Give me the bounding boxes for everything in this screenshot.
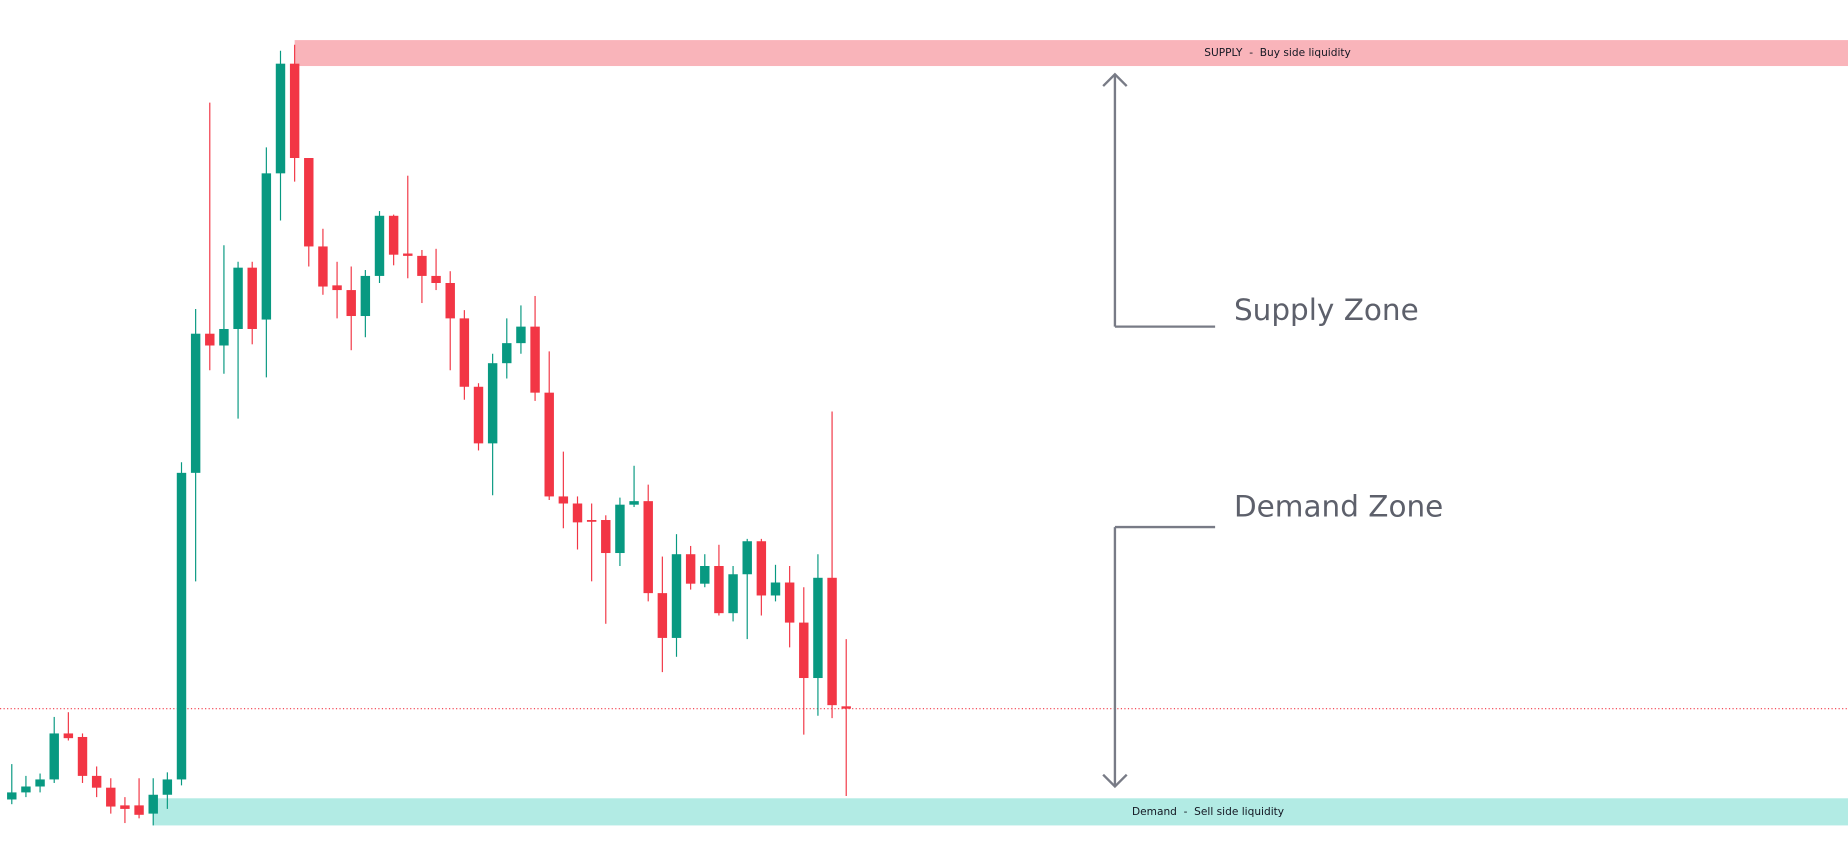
candle-body <box>289 63 300 159</box>
candle-body <box>205 333 215 346</box>
candle-body <box>530 326 540 393</box>
candle-body <box>148 794 158 814</box>
candle-body <box>374 215 385 276</box>
candle-body <box>685 554 696 584</box>
candle-body <box>233 267 243 329</box>
candle-body <box>445 283 455 319</box>
candle-body <box>714 566 724 614</box>
candle-body <box>586 520 597 522</box>
candle-body <box>346 290 356 317</box>
candle-body <box>799 622 809 679</box>
candle-body <box>657 593 668 638</box>
candle-body <box>304 158 314 247</box>
candle-body <box>487 363 498 444</box>
candle-body <box>572 503 583 523</box>
candle-body <box>162 779 173 795</box>
candle-body <box>91 775 102 788</box>
candle-body <box>728 574 738 614</box>
candle-body <box>106 787 116 807</box>
zone <box>294 40 1848 67</box>
candle-body <box>841 706 851 709</box>
candle-body <box>247 267 257 329</box>
candle-body <box>318 246 328 287</box>
supply-bracket <box>1102 72 1216 328</box>
candle-body <box>360 275 371 317</box>
annotation: Demand Zone <box>1234 490 1443 524</box>
candle-body <box>700 566 710 584</box>
candle-body <box>176 472 187 780</box>
candle-body <box>601 520 611 554</box>
candle-body <box>770 582 781 596</box>
candle-body <box>134 805 144 815</box>
candle-body <box>827 577 837 706</box>
candle-body <box>261 173 272 320</box>
candles <box>7 44 851 826</box>
candle-body <box>671 554 682 638</box>
candle-body <box>190 333 201 473</box>
candle-body <box>742 541 752 575</box>
candle-body <box>629 501 639 505</box>
zone-label: SUPPLY - Buy side liquidity <box>1204 47 1351 59</box>
annotation: Supply Zone <box>1234 293 1419 327</box>
candle-body <box>459 318 470 387</box>
candle-body <box>35 779 45 787</box>
candle-body <box>544 392 554 497</box>
candle-body <box>643 501 653 594</box>
candle-body <box>7 792 17 800</box>
candle-body <box>784 582 795 623</box>
candle-body <box>77 736 88 776</box>
candle-body <box>120 805 130 809</box>
candle-body <box>756 541 767 596</box>
candle-body <box>388 215 399 255</box>
candle-body <box>49 733 59 780</box>
candle-body <box>502 343 512 364</box>
zones: SUPPLY - Buy side liquidity Demand - Sell… <box>0 40 1848 826</box>
candle-body <box>21 786 31 793</box>
demand-bracket <box>1102 525 1216 789</box>
candle-body <box>403 253 413 256</box>
candle-body <box>63 733 74 739</box>
candle-body <box>473 386 484 444</box>
candle-body <box>417 255 427 276</box>
candle-body <box>558 496 569 504</box>
zone-label: Demand - Sell side liquidity <box>1132 806 1284 818</box>
candle-body <box>332 285 342 291</box>
candle-body <box>516 326 526 344</box>
candle-body <box>275 63 286 174</box>
candle-body <box>615 504 625 554</box>
candle-body <box>219 328 229 346</box>
candle-body <box>813 577 823 679</box>
candle-body <box>431 275 441 283</box>
zone <box>153 798 1848 826</box>
